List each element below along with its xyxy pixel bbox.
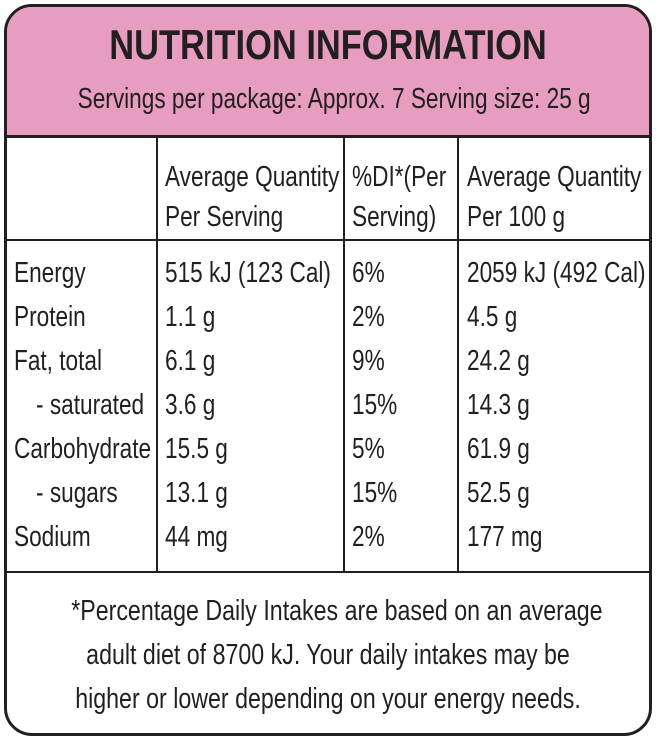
per-100g-value: 14.3 g <box>467 389 530 421</box>
daily-intake-value: 15% <box>352 477 398 509</box>
nutrient-label: Energy <box>14 257 86 289</box>
header-row-divider <box>7 239 649 241</box>
per-serving-value: 3.6 g <box>165 389 216 421</box>
daily-intake-value: 5% <box>352 433 385 465</box>
per-serving-value: 13.1 g <box>165 477 228 509</box>
per-100g-value: 24.2 g <box>467 345 530 377</box>
footnote: *Percentage Daily Intakes are based on a… <box>7 589 649 721</box>
nutrition-panel: NUTRITION INFORMATION Servings per packa… <box>4 4 652 736</box>
daily-intake-value: 9% <box>352 345 385 377</box>
column-header-daily-intake: %DI*(Per Serving) <box>352 161 447 233</box>
per-100g-value: 52.5 g <box>467 477 530 509</box>
nutrient-label: Protein <box>14 301 86 333</box>
column-divider <box>156 138 158 572</box>
daily-intake-value: 2% <box>352 521 385 553</box>
nutrient-label: - sugars <box>36 477 118 509</box>
footnote-divider <box>7 571 649 573</box>
per-serving-value: 44 mg <box>165 521 228 553</box>
per-serving-value: 6.1 g <box>165 345 216 377</box>
footnote-line: *Percentage Daily Intakes are based on a… <box>71 595 603 627</box>
nutrition-header: NUTRITION INFORMATION Servings per packa… <box>7 7 649 138</box>
per-serving-value: 515 kJ (123 Cal) <box>165 257 331 289</box>
column-divider <box>457 138 459 572</box>
column-divider <box>343 138 345 572</box>
daily-intake-value: 15% <box>352 389 398 421</box>
footnote-line: adult diet of 8700 kJ. Your daily intake… <box>86 639 570 671</box>
per-serving-value: 1.1 g <box>165 301 216 333</box>
servings-info: Servings per package: Approx. 7 Serving … <box>77 83 591 115</box>
daily-intake-value: 6% <box>352 257 385 289</box>
panel-title: NUTRITION INFORMATION <box>109 21 547 68</box>
daily-intake-value: 2% <box>352 301 385 333</box>
nutrient-label: Carbohydrate <box>14 433 152 465</box>
nutrient-label: - saturated <box>36 389 145 421</box>
per-serving-value: 15.5 g <box>165 433 228 465</box>
nutrient-label: Sodium <box>14 521 91 553</box>
column-header-per-100g: Average Quantity Per 100 g <box>467 161 642 233</box>
per-100g-value: 177 mg <box>467 521 543 553</box>
per-100g-value: 61.9 g <box>467 433 530 465</box>
nutrient-label: Fat, total <box>14 345 103 377</box>
column-header-per-serving: Average Quantity Per Serving <box>165 161 340 233</box>
per-100g-value: 2059 kJ (492 Cal) <box>467 257 646 289</box>
per-100g-value: 4.5 g <box>467 301 518 333</box>
footnote-line: higher or lower depending on your energy… <box>75 683 581 715</box>
